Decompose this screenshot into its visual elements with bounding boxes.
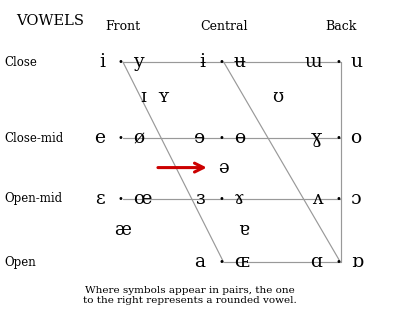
Text: Back: Back [325, 20, 356, 33]
Text: ɪ: ɪ [140, 88, 146, 106]
Text: o: o [351, 129, 362, 147]
Text: Central: Central [200, 20, 247, 33]
Text: •: • [118, 57, 124, 67]
Text: ɑ: ɑ [311, 253, 322, 271]
Text: ɶ: ɶ [234, 253, 249, 271]
Text: a: a [195, 253, 206, 271]
Text: ʏ: ʏ [157, 88, 169, 106]
Text: Open-mid: Open-mid [4, 192, 62, 205]
Text: ə: ə [218, 159, 229, 176]
Text: ɣ: ɣ [311, 129, 322, 147]
Text: y: y [133, 53, 143, 71]
Text: ɨ: ɨ [199, 53, 206, 71]
Text: ɛ: ɛ [95, 190, 105, 208]
Text: ɤ: ɤ [234, 190, 244, 208]
Text: ɘ: ɘ [194, 129, 206, 147]
Text: •: • [336, 194, 341, 204]
Text: VOWELS: VOWELS [16, 14, 84, 28]
Text: ɜ: ɜ [196, 190, 206, 208]
Text: ʊ: ʊ [272, 88, 284, 106]
Text: ɔ: ɔ [351, 190, 361, 208]
Text: œ: œ [133, 190, 152, 208]
Text: •: • [219, 57, 224, 67]
Text: Open: Open [4, 256, 36, 269]
Text: Close-mid: Close-mid [4, 132, 63, 145]
Text: ɵ: ɵ [234, 129, 245, 147]
Text: ʉ: ʉ [234, 53, 246, 71]
Text: Front: Front [105, 20, 141, 33]
Text: u: u [351, 53, 363, 71]
Text: •: • [336, 257, 341, 267]
Text: •: • [219, 257, 224, 267]
Text: ʌ: ʌ [312, 190, 322, 208]
Text: •: • [336, 133, 341, 143]
Text: •: • [118, 133, 124, 143]
Text: •: • [118, 194, 124, 204]
Text: ø: ø [133, 129, 144, 147]
Text: •: • [336, 57, 341, 67]
Text: Close: Close [4, 56, 37, 68]
Text: •: • [219, 194, 224, 204]
Text: e: e [94, 129, 105, 147]
Text: i: i [99, 53, 105, 71]
Text: ɯ: ɯ [305, 53, 322, 71]
Text: æ: æ [114, 221, 131, 238]
Text: •: • [219, 133, 224, 143]
Text: ɐ: ɐ [239, 221, 249, 238]
Text: Where symbols appear in pairs, the one
to the right represents a rounded vowel.: Where symbols appear in pairs, the one t… [83, 286, 296, 305]
Text: ɒ: ɒ [351, 253, 362, 271]
